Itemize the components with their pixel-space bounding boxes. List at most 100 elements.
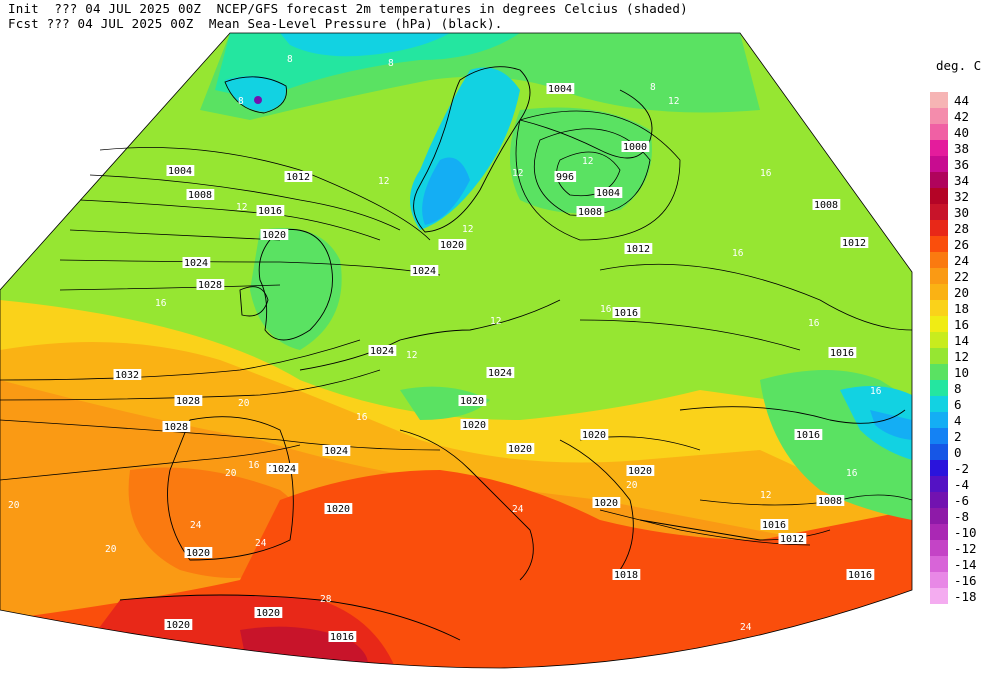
legend-entry: 28 (930, 220, 994, 236)
isobar-label: 1008 (818, 496, 842, 507)
legend-label: 34 (954, 173, 970, 188)
isobar-label-bg (438, 239, 467, 250)
legend-entry: -18 (930, 588, 994, 604)
isobar-label-bg (594, 187, 623, 198)
legend-swatch (930, 508, 948, 524)
legend-entry: 16 (930, 316, 994, 332)
isobar-label-bg (113, 369, 142, 380)
legend-swatch (930, 220, 948, 236)
isobar-label-bg (162, 421, 191, 432)
isobar-label: 1020 (508, 444, 532, 455)
isobar-label: 1016 (796, 430, 820, 441)
legend-entry: -8 (930, 508, 994, 524)
legend-entry: 14 (930, 332, 994, 348)
legend-label: 42 (954, 109, 970, 124)
legend-label: 18 (954, 301, 970, 316)
legend-label: 40 (954, 125, 970, 140)
isobar-label-bg (546, 83, 575, 94)
legend-swatch (930, 348, 948, 364)
legend-label: -8 (954, 509, 970, 524)
isobar-label-bg (458, 395, 487, 406)
legend-label: -4 (954, 477, 970, 492)
temp-label: 16 (846, 468, 858, 479)
temp-label: 8 (650, 82, 656, 93)
legend-swatch (930, 316, 948, 332)
isobar-label: 1020 (628, 466, 652, 477)
coastlines (119, 66, 906, 641)
isobar-label: 1028 (176, 396, 200, 407)
isobar-label: 1020 (262, 230, 286, 241)
isobar-label: 1020 (186, 548, 210, 559)
isobar-label: 1008 (578, 207, 602, 218)
isobars (0, 110, 913, 546)
legend-swatch (930, 140, 948, 156)
isobar-label: 1016 (830, 348, 854, 359)
isobar-label-bg (284, 171, 313, 182)
temp-label: 16 (870, 386, 882, 397)
isobar-label: 1020 (460, 396, 484, 407)
legend-label: 38 (954, 141, 970, 156)
legend-swatch (930, 556, 948, 572)
legend-entry: 42 (930, 108, 994, 124)
legend-swatch (930, 540, 948, 556)
isobar-label-bg (828, 347, 857, 358)
isobar-label-bg (196, 279, 225, 290)
isobar-label-bg (846, 569, 875, 580)
legend-swatch (930, 92, 948, 108)
legend-entry: 30 (930, 204, 994, 220)
isobar-label-bg (580, 429, 609, 440)
legend-entry: -2 (930, 460, 994, 476)
legend-swatch (930, 188, 948, 204)
legend-entry: 8 (930, 380, 994, 396)
isobar-label: 1004 (168, 166, 192, 177)
isobar-label-bg (840, 237, 869, 248)
legend-label: -6 (954, 493, 970, 508)
isobar-label: 1012 (626, 244, 650, 255)
isobar-labels: 1004 1008 1012 1016 1020 1024 1028 1032 1004 1000… (113, 83, 875, 643)
isobar-label-bg (322, 445, 351, 456)
legend-entry: 20 (930, 284, 994, 300)
temp-label: 12 (490, 316, 501, 327)
isobar-label-bg (368, 345, 397, 356)
legend-label: 4 (954, 413, 962, 428)
legend-label: -14 (954, 557, 977, 572)
temp-label: 24 (740, 622, 752, 633)
legend-label: 44 (954, 93, 970, 108)
legend-entry: -4 (930, 476, 994, 492)
isobar-label-bg (166, 165, 195, 176)
temp-label: 24 (190, 520, 202, 531)
temp-label: 16 (732, 248, 744, 259)
legend-swatch (930, 460, 948, 476)
temp-label: 12 (462, 224, 473, 235)
temp-label: 12 (582, 156, 593, 167)
legend-label: 30 (954, 205, 970, 220)
isobar-label-bg (612, 307, 641, 318)
legend-entry: 18 (930, 300, 994, 316)
isobar-label: 1018 (614, 570, 638, 581)
legend-entry: 22 (930, 268, 994, 284)
temp-label: 20 (225, 468, 237, 479)
temp-label: 20 (626, 480, 638, 491)
temp-label: 20 (238, 398, 250, 409)
temperature-labels: 8 8 8 8 12 12 12 12 16 12 12 12 16 16 16… (8, 54, 882, 633)
isobar-label-bg (816, 495, 845, 506)
temp-label: 12 (236, 202, 247, 213)
isobar-label: 1020 (440, 240, 464, 251)
legend-label: 20 (954, 285, 970, 300)
isobar-label-bg (270, 463, 299, 474)
legend-entry: -12 (930, 540, 994, 556)
legend-entry: -14 (930, 556, 994, 572)
isobar-label-bg (626, 465, 655, 476)
legend-label: 10 (954, 365, 970, 380)
legend-swatch (930, 332, 948, 348)
legend-entry: 6 (930, 396, 994, 412)
temp-label: 8 (388, 58, 394, 69)
isobar-label-bg (174, 395, 203, 406)
isobar-label-bg (254, 607, 283, 618)
legend-swatch (930, 156, 948, 172)
isobar-label-bg (592, 497, 621, 508)
legend-swatch (930, 492, 948, 508)
isobar-label: 1024 (324, 446, 348, 457)
temp-label: 20 (8, 500, 20, 511)
legend-entry: 10 (930, 364, 994, 380)
